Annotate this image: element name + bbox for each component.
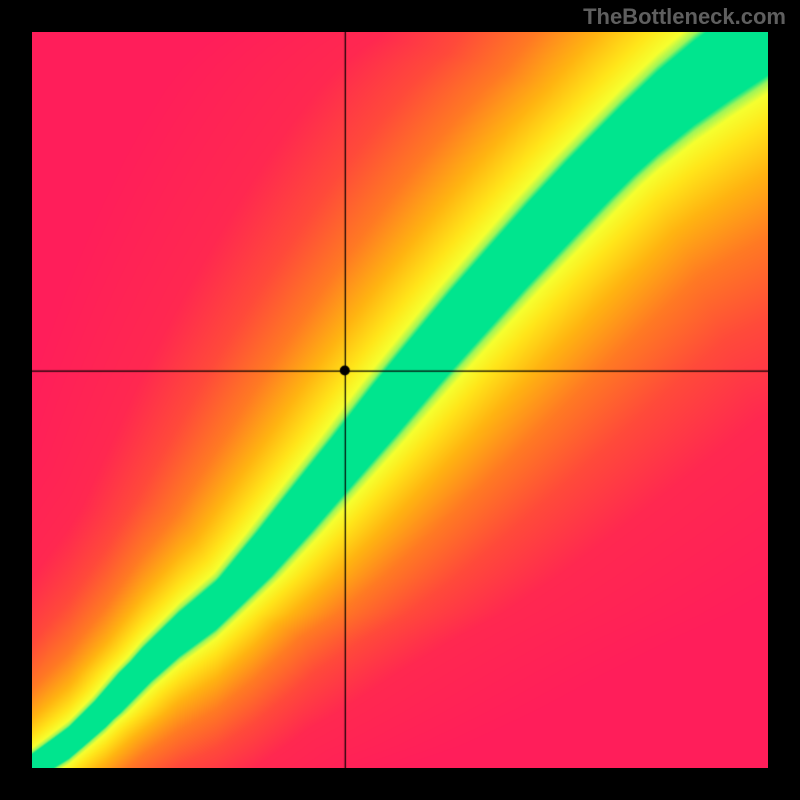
chart-container: TheBottleneck.com: [0, 0, 800, 800]
watermark-text: TheBottleneck.com: [583, 4, 786, 30]
bottleneck-heatmap: [32, 32, 768, 768]
